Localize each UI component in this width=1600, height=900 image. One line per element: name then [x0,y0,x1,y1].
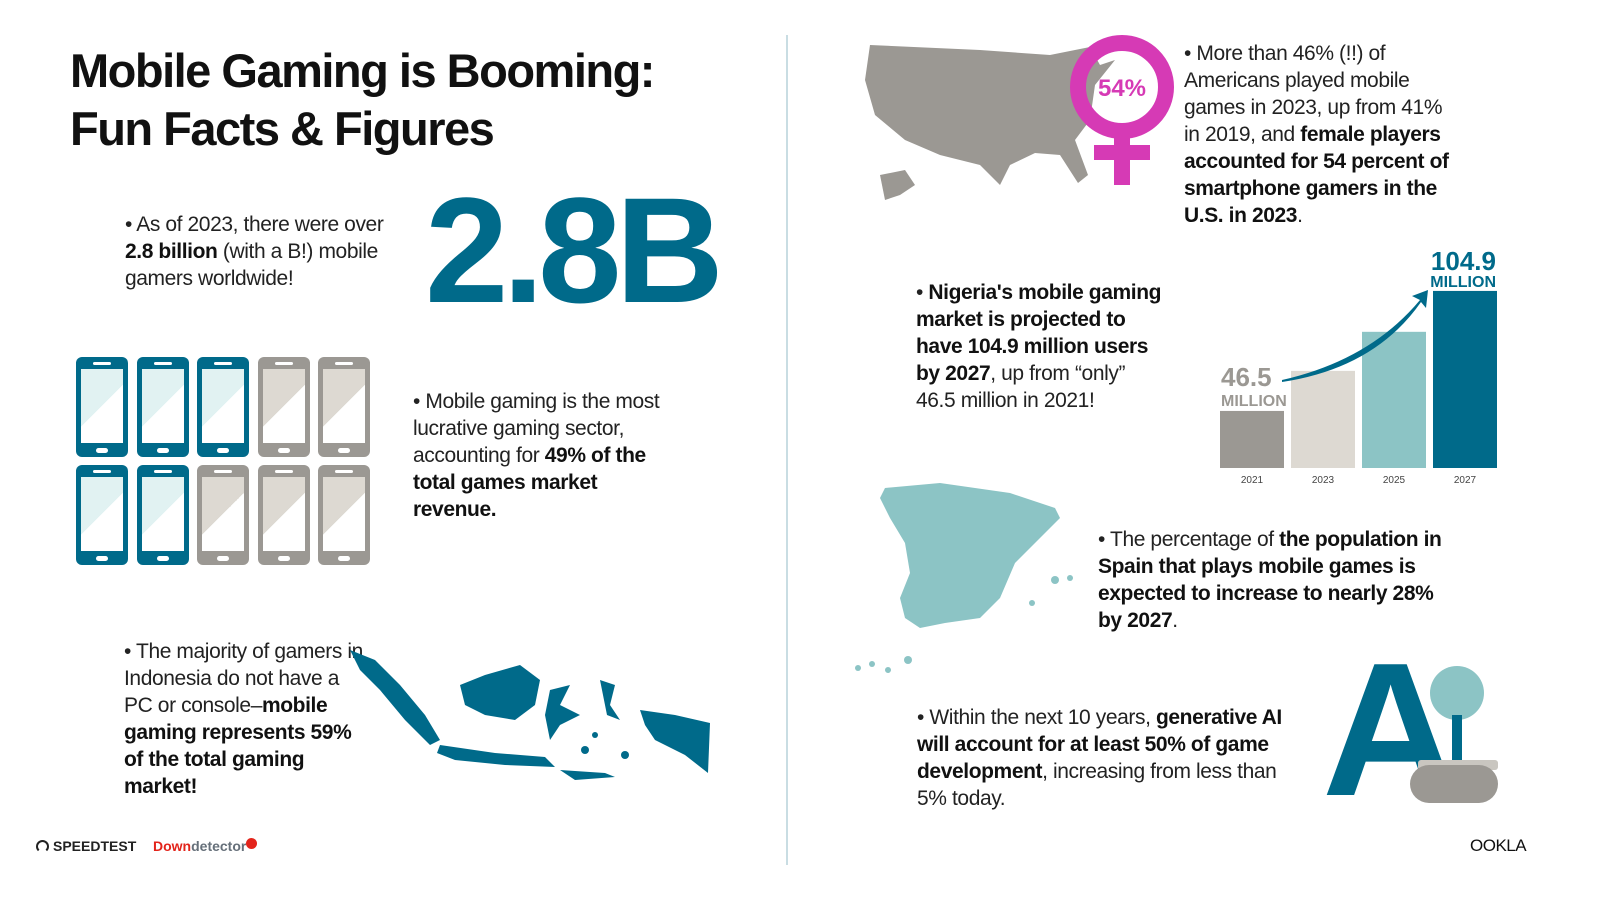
phone-icon [258,465,310,565]
end-unit-label: MILLION [1430,274,1496,291]
start-value-label: 46.5 [1221,362,1272,392]
nigeria-fact: • Nigeria's mobile gaming market is proj… [916,281,1162,412]
end-value-label: 104.9 [1431,246,1496,276]
female-badge: 54% [1098,75,1146,102]
indonesia-fact: • The majority of gamers in Indonesia do… [124,640,363,798]
phone-icon [197,465,249,565]
divider [786,35,788,865]
gamers-fact: • As of 2023, there were over 2.8 billio… [125,213,384,290]
ookla-logo: OOKLA [1470,836,1527,855]
phone-icon [137,357,189,457]
start-unit-label: MILLION [1221,393,1287,410]
alert-icon [246,838,258,849]
usa-map-icon: 54% [865,35,1174,200]
bar-2021 [1220,410,1284,468]
tick-label: 2025 [1383,475,1406,486]
joystick-icon [1410,666,1498,803]
downdetector-logo: Downdetector [153,838,258,854]
phone-icon [137,465,189,565]
phone-icon [258,357,310,457]
ai-fact: • Within the next 10 years, generative A… [917,706,1282,810]
speedometer-icon [36,839,49,853]
revenue-fact: • Mobile gaming is the most lucrative ga… [413,390,660,521]
speedtest-logo: SPEEDTEST [36,838,136,854]
bar-2025 [1362,331,1426,468]
phone-icon [76,357,128,457]
phone-icon [318,465,370,565]
tick-label: 2023 [1312,475,1335,486]
page-title: Mobile Gaming is Booming: Fun Facts & Fi… [70,44,655,155]
phone-icon [76,465,128,565]
big-number: 2.8B [425,166,724,334]
usa-fact: • More than 46% (!!) of Americans played… [1184,42,1449,227]
bar-2027 [1433,290,1497,468]
spain-map-icon [855,483,1073,673]
phone-icon [318,357,370,457]
tick-label: 2027 [1454,475,1477,486]
indonesia-map-icon [350,650,710,780]
phone-icon [197,357,249,457]
spain-fact: • The percentage of the population in Sp… [1098,528,1442,632]
tick-label: 2021 [1241,475,1264,486]
bar-2023 [1291,370,1355,468]
